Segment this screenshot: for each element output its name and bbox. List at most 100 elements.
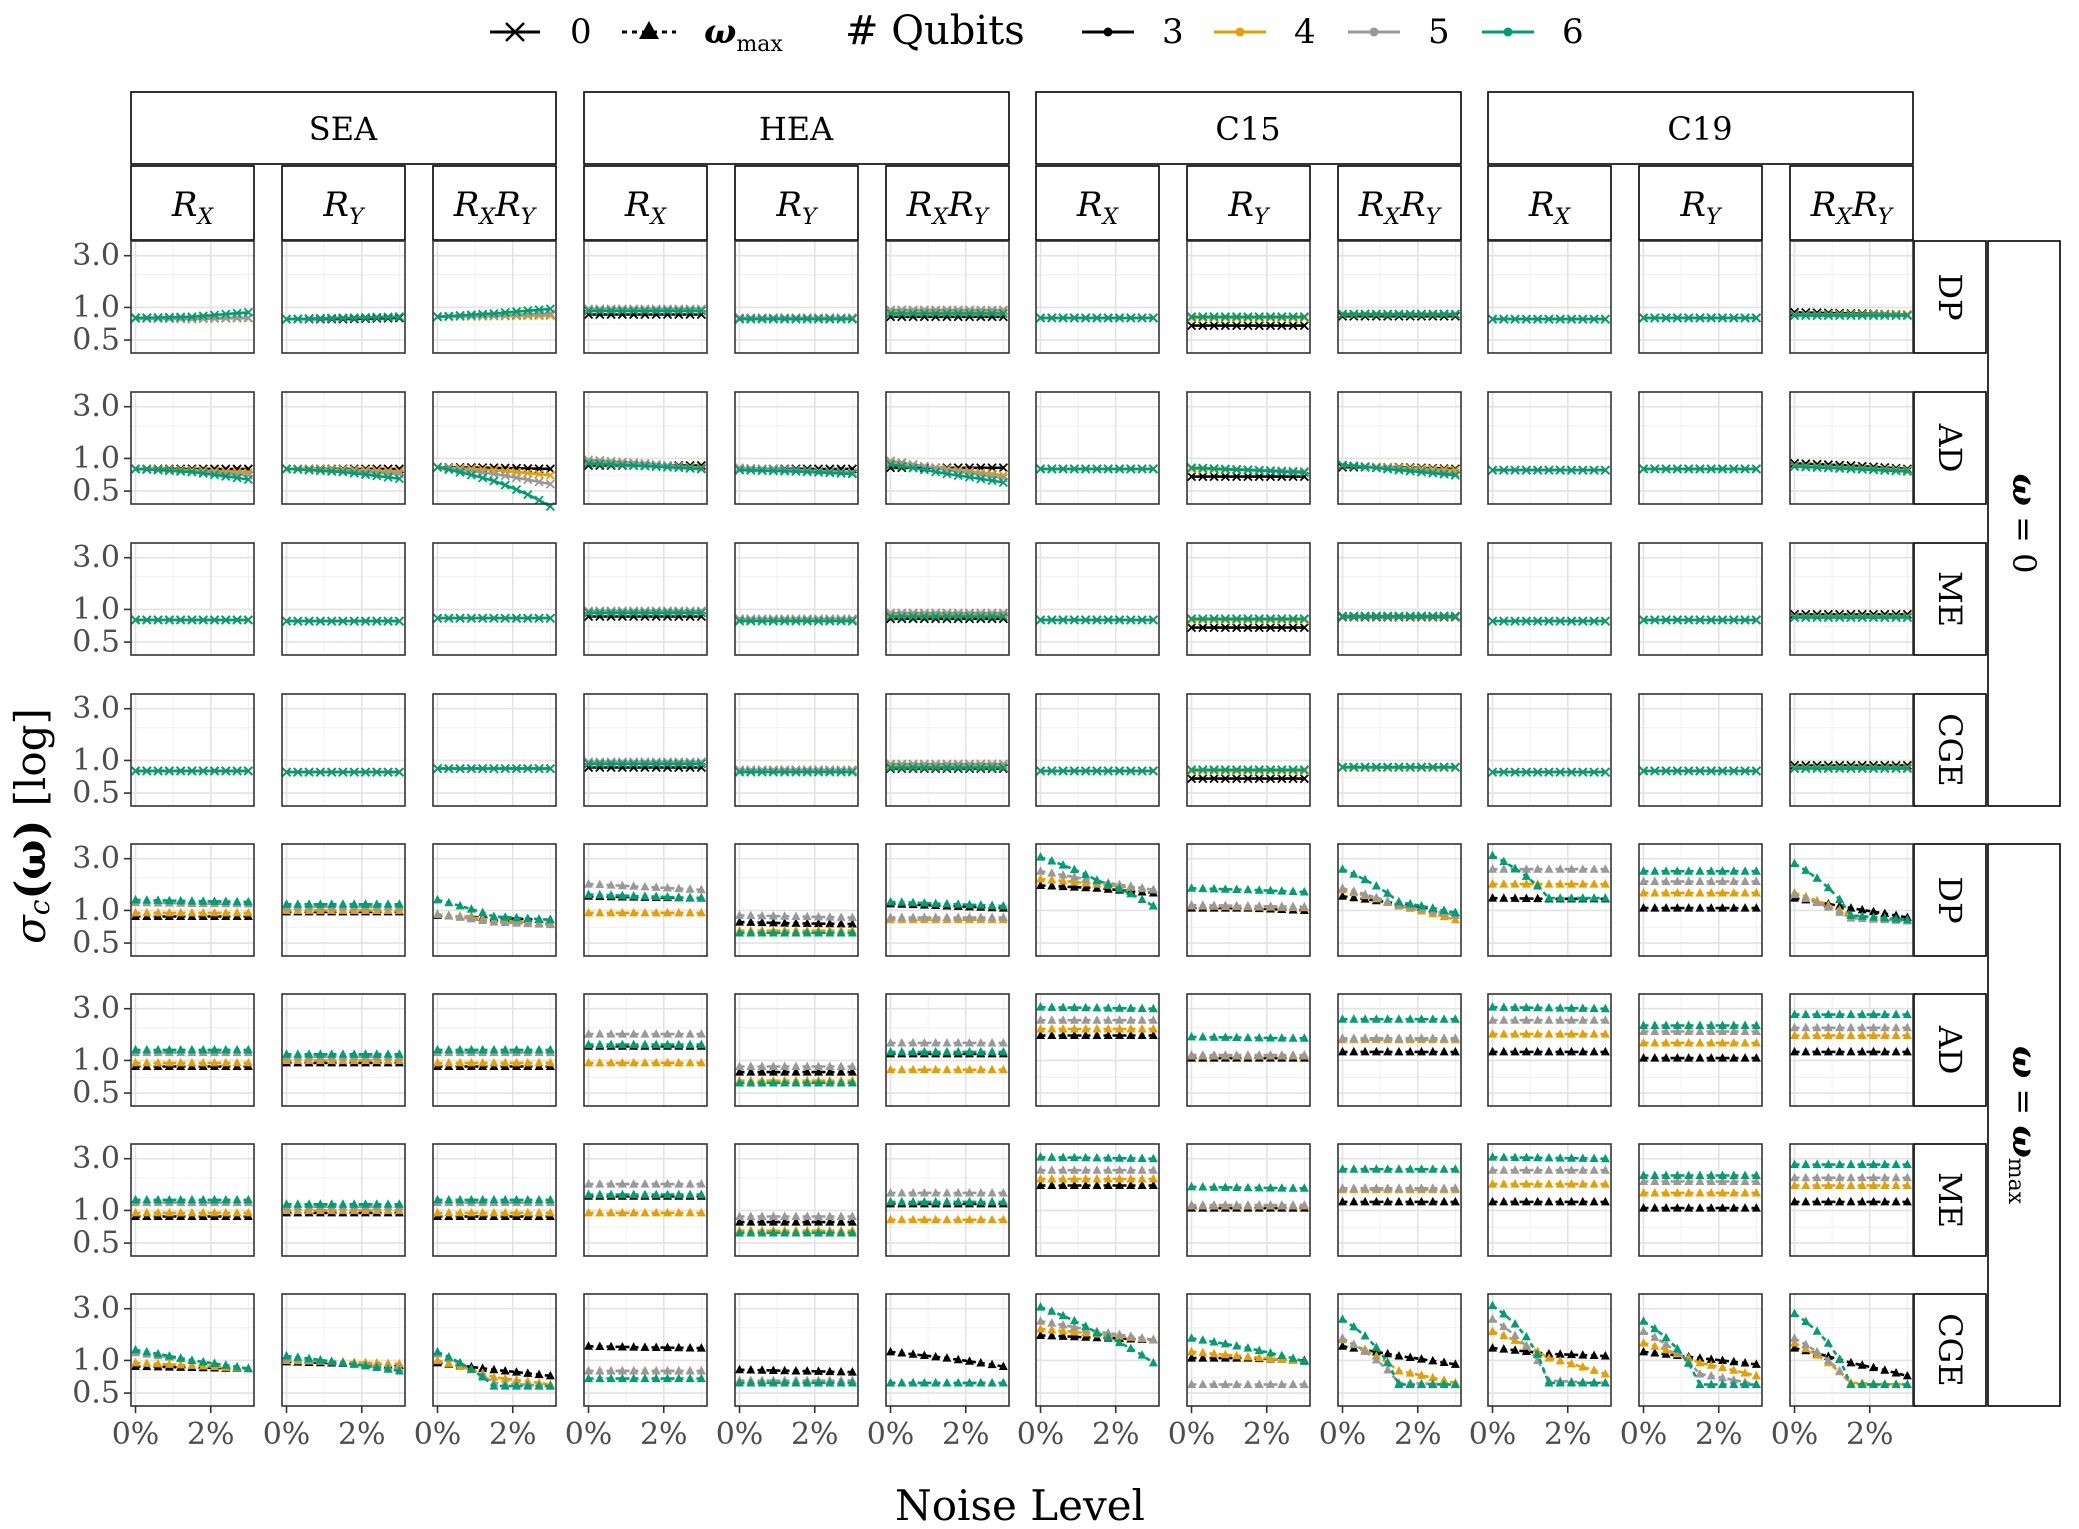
- point-triangle: [1695, 903, 1705, 912]
- point-triangle: [1499, 1029, 1509, 1038]
- point-triangle: [1394, 1164, 1404, 1173]
- point-triangle: [987, 1187, 997, 1197]
- point-cross: [768, 314, 779, 324]
- point-cross: [1277, 614, 1287, 624]
- panel-omega_0-CGE-HEA-R_X: [583, 693, 708, 807]
- point-triangle: [187, 1194, 197, 1204]
- point-cross: [1450, 309, 1460, 319]
- strip-ansatz-HEA: [583, 91, 1010, 165]
- panel-omega_0-DP-SEA-R_XR_Y: [432, 240, 557, 354]
- panel-frame: [1035, 240, 1160, 354]
- point-cross: [1383, 464, 1393, 474]
- panel-omega_max-AD-C19-R_Y: [1638, 993, 1763, 1107]
- point-cross: [1416, 611, 1427, 621]
- point-triangle: [1544, 879, 1554, 888]
- point-cross: [734, 616, 745, 626]
- point-cross: [825, 468, 835, 478]
- point-triangle: [595, 1039, 605, 1049]
- panel-frame: [1789, 542, 1914, 656]
- point-cross: [1638, 464, 1649, 474]
- strip-encoding-label-R_X: RX: [1076, 185, 1120, 230]
- point-triangle: [640, 907, 650, 917]
- point-triangle: [595, 1029, 605, 1038]
- point-cross: [1510, 616, 1520, 626]
- point-triangle: [1589, 1003, 1599, 1013]
- point-triangle: [1092, 1002, 1102, 1012]
- point-cross: [1600, 465, 1610, 475]
- point-cross: [1265, 622, 1276, 633]
- point-cross: [1232, 471, 1242, 482]
- strip-ansatz-SEA: [130, 91, 557, 165]
- point-cross: [1510, 314, 1520, 324]
- point-cross: [1209, 320, 1219, 331]
- point-cross: [327, 466, 337, 476]
- panel-omega_0-DP-C15-R_Y: [1186, 240, 1311, 354]
- point-triangle: [1092, 1152, 1102, 1162]
- point-triangle: [746, 1211, 756, 1220]
- strip-omega-label-0: ω = 0: [2004, 474, 2044, 574]
- point-triangle: [1499, 1165, 1509, 1174]
- point-cross: [1695, 464, 1705, 474]
- point-triangle: [640, 1029, 650, 1038]
- point-cross: [1126, 615, 1136, 625]
- point-cross: [1186, 614, 1197, 624]
- point-cross: [478, 309, 488, 319]
- point-triangle: [1288, 1033, 1298, 1042]
- point-triangle: [1198, 883, 1208, 893]
- point-cross: [293, 314, 303, 324]
- panel-omega_max-ME-HEA-R_X: [583, 1143, 708, 1257]
- point-cross: [281, 464, 292, 474]
- point-cross: [1740, 313, 1750, 323]
- point-cross: [1220, 614, 1231, 624]
- point-cross: [1487, 314, 1498, 324]
- point-cross: [1891, 466, 1901, 476]
- panel-omega_0-ME-HEA-R_Y: [734, 542, 859, 656]
- panel-frame: [1186, 1143, 1311, 1257]
- point-triangle: [897, 1196, 907, 1206]
- point-triangle: [942, 1214, 952, 1224]
- point-cross: [1254, 320, 1264, 331]
- point-triangle: [1137, 894, 1147, 904]
- point-cross: [757, 314, 767, 324]
- point-cross: [1729, 464, 1739, 474]
- panel-omega_0-ME-SEA-R_X: [130, 542, 255, 656]
- encoding-sub: X: [195, 205, 214, 230]
- point-cross: [734, 465, 745, 475]
- panel-frame: [734, 542, 859, 656]
- panel-frame: [130, 542, 255, 656]
- point-cross: [1288, 312, 1298, 322]
- point-triangle: [1439, 1196, 1449, 1206]
- point-triangle: [595, 1207, 605, 1217]
- point-cross: [489, 308, 499, 319]
- strip-noise-DP-0: [1913, 240, 1987, 354]
- point-cross: [432, 613, 443, 623]
- panel-frame: [1337, 391, 1462, 505]
- point-cross: [1487, 616, 1498, 626]
- point-cross: [1439, 309, 1449, 319]
- point-cross: [583, 458, 594, 469]
- point-triangle: [1695, 866, 1705, 875]
- point-cross: [1812, 462, 1822, 473]
- point-cross: [198, 468, 208, 479]
- panel-omega_max-AD-C15-R_X: [1035, 993, 1160, 1107]
- point-cross: [1405, 309, 1415, 319]
- point-cross: [1126, 464, 1136, 474]
- point-cross: [780, 466, 790, 476]
- point-cross: [1751, 615, 1761, 625]
- point-cross: [1428, 309, 1438, 319]
- point-triangle: [685, 1189, 695, 1199]
- point-cross: [931, 467, 941, 477]
- point-cross: [176, 615, 186, 625]
- point-cross: [1114, 464, 1125, 474]
- point-cross: [1277, 320, 1287, 331]
- panel-frame: [281, 843, 406, 957]
- series-line-qubits-6: [1491, 854, 1606, 900]
- panel-frame: [281, 693, 406, 807]
- strip-ansatz-label-C19: C19: [1667, 110, 1732, 148]
- point-cross: [1533, 465, 1543, 475]
- point-cross: [1254, 465, 1264, 476]
- panel-omega_0-AD-C19-R_XR_Y: [1789, 391, 1914, 505]
- point-triangle: [1198, 900, 1208, 909]
- point-cross: [1450, 470, 1460, 480]
